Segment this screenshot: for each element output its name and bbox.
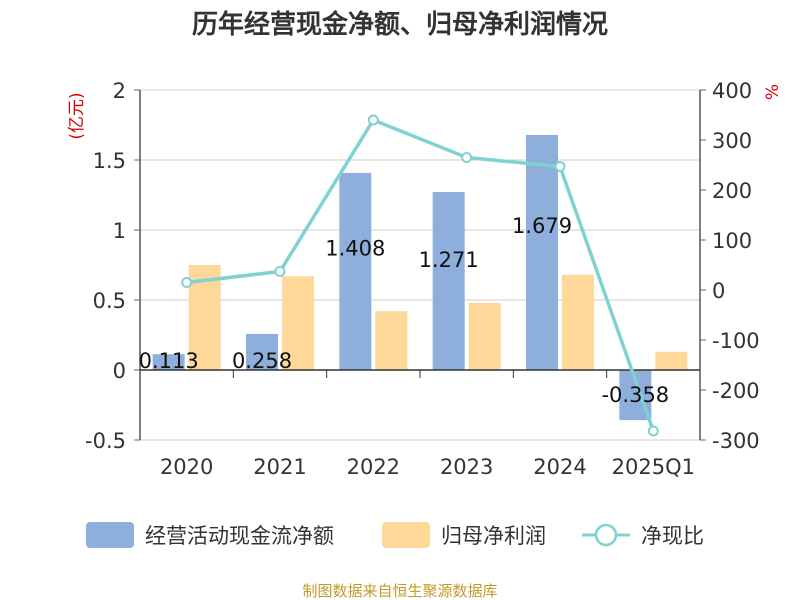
ratio-point-2022 — [367, 114, 379, 126]
ratio-point-2025Q1 — [647, 425, 659, 437]
left-tick-label: 1 — [113, 219, 126, 243]
data-label-cashflow-2024: 1.679 — [512, 214, 572, 238]
bar-profit-2024 — [562, 274, 594, 370]
bar-profit-2023 — [468, 302, 501, 370]
category-label-2023: 2023 — [440, 455, 493, 479]
data-label-cashflow-2020: 0.113 — [139, 349, 199, 373]
bar-cashflow-2021 — [246, 333, 278, 370]
category-label-2020: 2020 — [160, 455, 213, 479]
data-label-cashflow-2022: 1.408 — [325, 237, 385, 261]
bar-profit-2022 — [375, 311, 408, 370]
data-labels: 0.113 0.258 1.408 1.271 1.679 -0.358 — [139, 214, 670, 407]
right-tick-label: 0 — [712, 279, 725, 303]
legend-label-cashflow: 经营活动现金流净额 — [145, 524, 334, 548]
ratio-point-2023 — [461, 152, 473, 163]
legend-swatch-profit — [382, 522, 430, 548]
bar-cashflow-2020 — [152, 354, 185, 370]
left-axis-unit: (亿元) — [67, 92, 87, 139]
left-tick-label: 0 — [113, 359, 126, 383]
category-label-2021: 2021 — [253, 455, 306, 479]
right-tick-label: 300 — [712, 129, 752, 153]
right-tick-label: 200 — [712, 179, 752, 203]
legend-label-profit: 归母净利润 — [441, 524, 546, 548]
bar-cashflow-2022 — [339, 172, 372, 370]
axes — [139, 90, 701, 440]
legend-label-ratio: 净现比 — [641, 524, 704, 548]
right-axis-unit: % — [763, 84, 783, 100]
category-labels: 2020 2021 2022 2023 2024 2025Q1 — [160, 455, 695, 479]
right-tick-label: 400 — [712, 79, 752, 103]
ratio-point-2020 — [181, 277, 193, 288]
bar-profit-2025Q1 — [655, 351, 688, 370]
source-note: 制图数据来自恒生聚源数据库 — [302, 582, 497, 600]
bar-cashflow-2024 — [526, 134, 558, 370]
left-axis-ticks: 2 1.5 1 0.5 0 -0.5 — [85, 79, 126, 453]
left-tick-label: 0.5 — [93, 289, 126, 313]
right-tick-label: -300 — [712, 429, 760, 453]
legend-swatch-cashflow — [86, 522, 134, 548]
right-tick-label: 100 — [712, 229, 752, 253]
right-tick-label: -200 — [712, 379, 760, 403]
bar-cashflow-2023 — [432, 192, 465, 370]
category-label-2025Q1: 2025Q1 — [612, 455, 695, 479]
category-label-2024: 2024 — [533, 455, 586, 479]
left-tick-label: 2 — [113, 79, 126, 103]
line-series — [181, 114, 659, 437]
ratio-point-2021 — [274, 266, 286, 277]
ratio-point-2024 — [554, 161, 566, 172]
data-label-cashflow-2021: 0.258 — [232, 349, 292, 373]
data-label-cashflow-2025Q1: -0.358 — [601, 383, 669, 407]
right-tick-label: -100 — [712, 329, 760, 353]
data-label-cashflow-2023: 1.271 — [419, 248, 479, 272]
right-axis-ticks: 400 300 200 100 0 -100 -200 -300 — [712, 79, 760, 453]
category-label-2022: 2022 — [347, 455, 400, 479]
legend-swatch-ratio-marker — [594, 523, 618, 547]
bar-profit-2021 — [282, 276, 314, 370]
left-tick-label: 1.5 — [93, 149, 126, 173]
ratio-line — [186, 118, 655, 432]
chart-title: 历年经营现金净额、归母净利润情况 — [192, 9, 608, 40]
legend: 经营活动现金流净额 归母净利润 净现比 — [86, 522, 704, 548]
left-tick-label: -0.5 — [85, 429, 126, 453]
